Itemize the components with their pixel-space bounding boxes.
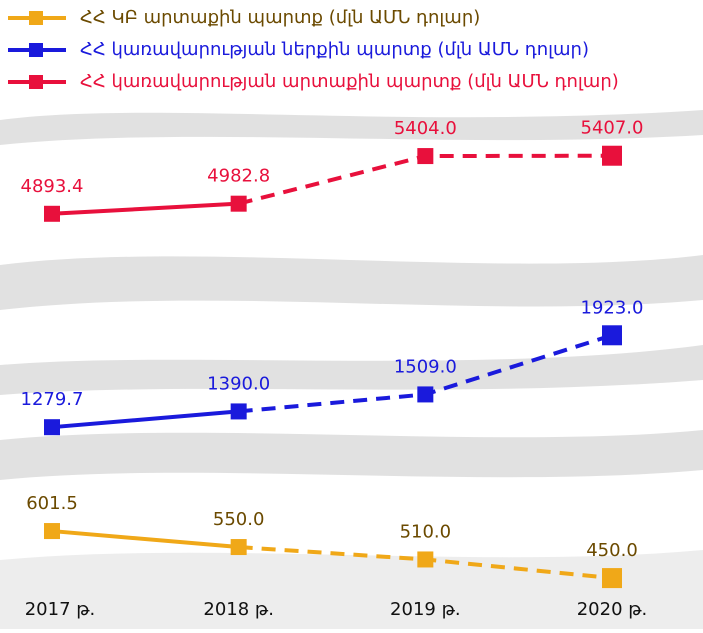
data-label: 1390.0 <box>207 373 270 394</box>
marker <box>230 403 247 420</box>
marker <box>230 195 247 212</box>
line <box>51 409 239 430</box>
data-label: 5404.0 <box>394 118 457 139</box>
marker <box>44 205 60 222</box>
marker <box>417 148 434 165</box>
background-texture <box>0 110 703 629</box>
data-label: 1509.0 <box>394 356 457 377</box>
legend-label: ՀՀ կառավարության արտաքին պարտք (մլն ԱՄՆ … <box>80 71 619 92</box>
data-label: 601.5 <box>26 493 78 514</box>
data-label: 550.0 <box>213 509 265 530</box>
data-label: 1279.7 <box>21 389 84 410</box>
marker <box>602 568 622 589</box>
data-label: 510.0 <box>400 521 452 542</box>
data-label: 1923.0 <box>581 297 644 318</box>
x-tick-label: 2019 թ. <box>390 599 461 620</box>
line <box>51 201 239 216</box>
data-label: 450.0 <box>586 540 638 561</box>
line <box>51 529 239 550</box>
legend-label: ՀՀ ԿԲ արտաքին պարտք (մլն ԱՄՆ դոլար) <box>80 7 480 28</box>
legend-marker <box>29 75 43 89</box>
data-label: 4982.8 <box>207 166 270 187</box>
marker <box>602 325 622 346</box>
x-tick-label: 2017 թ. <box>25 599 96 620</box>
marker <box>44 523 60 540</box>
marker <box>230 539 247 556</box>
marker <box>44 419 60 436</box>
marker <box>417 551 434 568</box>
data-label: 4893.4 <box>21 176 84 197</box>
data-label: 5407.0 <box>581 118 644 139</box>
x-tick-label: 2018 թ. <box>203 599 274 620</box>
legend-marker <box>29 11 43 25</box>
legend-label: ՀՀ կառավարության ներքին պարտք (մլն ԱՄՆ դ… <box>80 39 589 60</box>
legend-marker <box>29 43 43 57</box>
marker <box>602 145 622 166</box>
marker <box>417 386 434 403</box>
x-tick-label: 2020 թ. <box>577 599 648 620</box>
